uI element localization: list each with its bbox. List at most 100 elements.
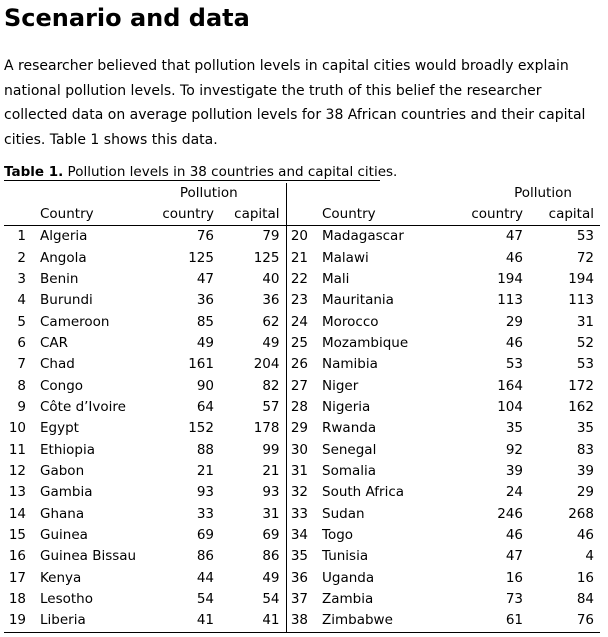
country-pollution: 164	[497, 377, 523, 394]
country-pollution: 47	[196, 270, 214, 287]
capital-pollution: 53	[576, 228, 594, 245]
country-name: Côte d’Ivoire	[40, 398, 126, 415]
row-number: 31	[290, 462, 308, 479]
table-row: 12 Gabon 21 21 31 Somalia 39 39	[4, 460, 600, 483]
country-name: Guinea Bissau	[40, 548, 137, 565]
table-row: 16 Guinea Bissau 86 86 35 Tunisia 47 4	[4, 546, 600, 568]
country-name: Burundi	[40, 292, 93, 309]
row-number: 2	[17, 249, 26, 266]
table-row: 1 Algeria 76 79 20 Madagascar 47 53	[4, 225, 600, 248]
capital-pollution: 39	[576, 462, 594, 479]
row-number: 24	[290, 313, 308, 330]
row-number: 30	[290, 441, 308, 458]
country-name: CAR	[40, 334, 69, 351]
table-row: 11 Ethiopia 88 99 30 Senegal 92 83	[4, 439, 600, 461]
country-pollution: 73	[505, 591, 523, 608]
country-name: Chad	[40, 356, 75, 373]
capital-pollution: 62	[220, 311, 287, 333]
country-name: Gambia	[40, 484, 93, 501]
col-header-country-left: Country	[34, 204, 162, 226]
row-number: 8	[17, 377, 26, 394]
country-name: Guinea	[40, 526, 88, 543]
country-pollution: 47	[505, 228, 523, 245]
table-row: 5 Cameroon 85 62 24 Morocco 29 31	[4, 311, 600, 333]
row-number: 29	[290, 420, 308, 437]
country-pollution: 69	[196, 526, 214, 543]
country-name: Togo	[322, 526, 354, 543]
country-name: Senegal	[322, 441, 377, 458]
row-number: 3	[17, 270, 26, 287]
row-number: 17	[8, 569, 26, 586]
capital-pollution: 29	[576, 484, 594, 501]
country-name: Lesotho	[40, 591, 93, 608]
country-pollution: 21	[196, 462, 214, 479]
capital-pollution: 54	[220, 588, 287, 611]
country-name: Egypt	[40, 420, 79, 437]
country-pollution: 125	[188, 249, 214, 266]
capital-pollution: 79	[220, 225, 287, 248]
pollution-table: Pollution Pollution Country country capi…	[4, 183, 600, 633]
country-name: South Africa	[322, 484, 405, 501]
capital-pollution: 83	[576, 441, 594, 458]
country-name: Cameroon	[40, 313, 110, 330]
country-name: Rwanda	[322, 420, 377, 437]
capital-pollution: 16	[576, 569, 594, 586]
country-pollution: 161	[188, 356, 214, 373]
row-number: 22	[290, 270, 308, 287]
capital-pollution: 84	[576, 591, 594, 608]
country-pollution: 49	[196, 334, 214, 351]
row-number: 6	[17, 334, 26, 351]
row-number: 20	[290, 228, 308, 245]
country-pollution: 86	[196, 548, 214, 565]
country-pollution: 16	[505, 569, 523, 586]
row-number: 36	[290, 569, 308, 586]
row-number: 11	[8, 441, 26, 458]
country-name: Malawi	[322, 249, 369, 266]
country-name: Madagascar	[322, 228, 404, 245]
capital-pollution: 99	[220, 439, 287, 461]
country-pollution: 152	[188, 420, 214, 437]
country-pollution: 90	[196, 377, 214, 394]
country-pollution: 46	[505, 334, 523, 351]
table-caption-label: Table 1.	[4, 164, 64, 180]
country-pollution: 44	[196, 569, 214, 586]
table-row: 19 Liberia 41 41 38 Zimbabwe 61 76	[4, 610, 600, 633]
table-row: 6 CAR 49 49 25 Mozambique 46 52	[4, 332, 600, 355]
country-name: Kenya	[40, 569, 82, 586]
country-name: Tunisia	[322, 548, 369, 565]
country-name: Congo	[40, 377, 84, 394]
col-header-cap-right: capital	[529, 204, 600, 226]
table-row: 13 Gambia 93 93 32 South Africa 24 29	[4, 482, 600, 504]
col-header-nat-right: country	[456, 204, 529, 226]
country-name: Sudan	[322, 505, 365, 522]
country-name: Mauritania	[322, 292, 394, 309]
page-title: Scenario and data	[4, 4, 250, 32]
row-number: 16	[8, 548, 26, 565]
capital-pollution: 86	[220, 546, 287, 568]
country-name: Benin	[40, 270, 79, 287]
country-pollution: 194	[497, 270, 523, 287]
capital-pollution: 82	[220, 375, 287, 397]
table-row: 9 Côte d’Ivoire 64 57 28 Nigeria 104 162	[4, 396, 600, 419]
capital-pollution: 31	[220, 503, 287, 525]
country-pollution: 35	[505, 420, 523, 437]
capital-pollution: 194	[568, 270, 594, 287]
country-pollution: 92	[505, 441, 523, 458]
country-pollution: 85	[196, 313, 214, 330]
row-number: 27	[290, 377, 308, 394]
capital-pollution: 162	[568, 398, 594, 415]
table-row: 10 Egypt 152 178 29 Rwanda 35 35	[4, 418, 600, 440]
country-pollution: 76	[196, 228, 214, 245]
row-number: 10	[8, 420, 26, 437]
country-pollution: 104	[497, 398, 523, 415]
country-pollution: 41	[162, 610, 220, 633]
row-number: 12	[8, 462, 26, 479]
row-number: 7	[17, 356, 26, 373]
country-name: Ethiopia	[40, 441, 95, 458]
capital-pollution: 52	[576, 334, 594, 351]
row-number: 18	[8, 591, 26, 608]
intro-paragraph: A researcher believed that pollution lev…	[4, 58, 586, 148]
table-row: 8 Congo 90 82 27 Niger 164 172	[4, 375, 600, 397]
capital-pollution: 46	[576, 526, 594, 543]
